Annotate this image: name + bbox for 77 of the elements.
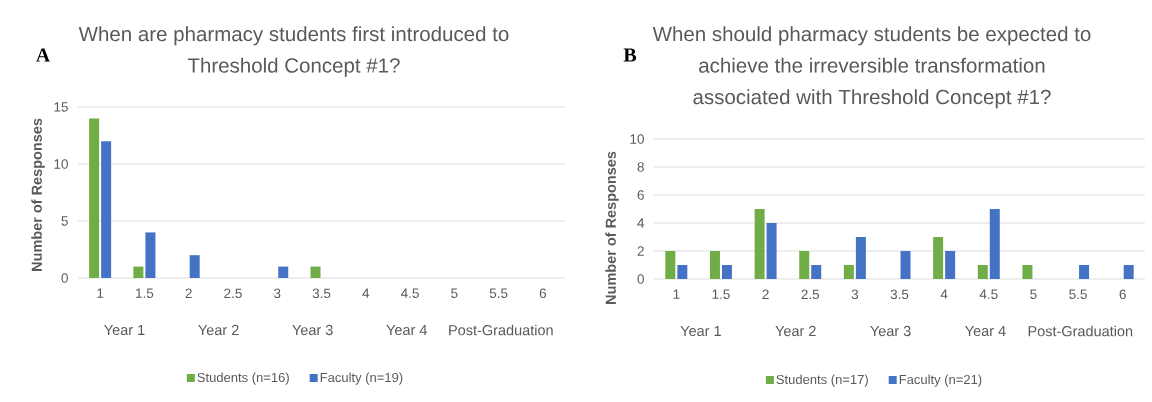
x-tick-label: 2 [762, 289, 769, 299]
y-tick-label: 10 [54, 159, 68, 169]
y-tick-label: 4 [637, 218, 645, 228]
x-tick-label: 2.5 [801, 289, 820, 300]
text: Post-Graduation [449, 324, 553, 336]
x-tick-label: 1 [97, 288, 104, 298]
text: Year 1 [104, 324, 145, 336]
text: Year 4 [386, 324, 427, 336]
bar [811, 265, 822, 279]
bar [977, 265, 988, 279]
y-axis-title: Number of Responses [605, 151, 619, 304]
text: Post-Graduation [1028, 325, 1133, 337]
bar [1123, 265, 1134, 279]
bar [1022, 265, 1033, 279]
y-axis-title: Number of Responses [31, 118, 45, 271]
x-tick-label: 5.5 [489, 288, 508, 298]
bar [677, 265, 688, 279]
bar [989, 209, 1000, 279]
legend-label: Students (n=17) [776, 374, 868, 387]
bar [189, 255, 200, 278]
x-tick-label: 4 [362, 288, 370, 298]
x-tick-label: 2 [185, 288, 192, 298]
legend-label: Students (n=16) [197, 372, 289, 385]
bar [843, 265, 854, 279]
x-tick-label: 1 [673, 289, 680, 299]
bar [278, 266, 289, 278]
text: Year 2 [198, 324, 239, 336]
bar [101, 141, 112, 278]
bar [133, 266, 144, 278]
y-tick-label: 10 [630, 134, 644, 144]
text: Year 2 [775, 325, 816, 337]
x-tick-label: 2.5 [224, 288, 242, 299]
bar [945, 251, 956, 279]
text: Year 4 [965, 325, 1006, 337]
x-tick-label: 5 [1030, 289, 1037, 299]
x-tick-label: 5 [451, 288, 458, 298]
x-tick-label: 6 [539, 288, 547, 299]
y-tick-label: 15 [54, 102, 68, 112]
bar [933, 237, 944, 279]
y-tick-label: 5 [61, 216, 68, 226]
bar [145, 232, 156, 278]
x-tick-label: 3 [273, 288, 281, 299]
bar [665, 251, 676, 279]
text: Year 1 [680, 325, 721, 337]
bar [721, 265, 732, 279]
y-tick-label: 8 [637, 162, 644, 172]
bar [89, 118, 100, 278]
text: B [623, 48, 637, 62]
bar [754, 209, 765, 279]
text: Year 3 [292, 324, 333, 336]
chart-title: When are pharmacy students first introduced to Threshold Concept #1? [78, 26, 509, 77]
bar [310, 266, 321, 278]
text: A [35, 48, 51, 62]
y-tick-label: 0 [637, 274, 644, 284]
x-tick-label: 1.5 [136, 288, 154, 298]
bar [709, 251, 720, 279]
x-tick-label: 6 [1119, 289, 1126, 300]
x-tick-label: 1.5 [712, 289, 730, 299]
legend-label: Faculty (n=21) [899, 374, 982, 387]
bar [855, 237, 866, 279]
text: Year 3 [870, 325, 911, 337]
y-tick-label: 2 [637, 246, 644, 256]
legend-label: Faculty (n=19) [320, 372, 403, 385]
bar [799, 251, 810, 279]
chart-title: When should pharmacy students be expected to achieve the irreversible transformation associated with Threshold Concept #1? [652, 26, 1091, 109]
x-tick-label: 4 [940, 289, 948, 299]
x-tick-label: 3.5 [312, 288, 331, 299]
x-tick-label: 5.5 [1069, 289, 1087, 299]
bar [1079, 265, 1090, 279]
y-tick-label: 6 [637, 190, 644, 200]
x-tick-label: 4.5 [400, 288, 419, 298]
bar [900, 251, 911, 279]
bar [766, 223, 777, 279]
x-tick-label: 3.5 [890, 289, 909, 300]
y-tick-label: 0 [61, 273, 68, 283]
x-tick-label: 3 [851, 289, 859, 300]
x-tick-label: 4.5 [979, 289, 998, 299]
